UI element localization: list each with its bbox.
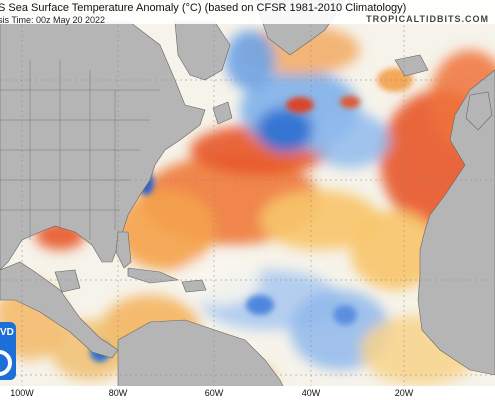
political-borders	[0, 60, 160, 240]
logo-text: VD	[0, 327, 14, 338]
tick-label: 20W	[394, 388, 414, 398]
tick-label: 80W	[108, 388, 128, 398]
axis-band	[0, 386, 495, 400]
brand-watermark: TROPICALTIDBITS.COM	[366, 14, 489, 24]
tick-label: 60W	[204, 388, 224, 398]
analysis-time: sis Time: 00z May 20 2022	[0, 15, 106, 25]
tick-label: 40W	[301, 388, 321, 398]
header-band	[0, 0, 495, 24]
longitude-axis: 100W 80W 60W 40W 20W	[0, 384, 495, 400]
tick-label: 100W	[10, 388, 34, 398]
map-title: S Sea Surface Temperature Anomaly (°C) (…	[0, 2, 407, 14]
